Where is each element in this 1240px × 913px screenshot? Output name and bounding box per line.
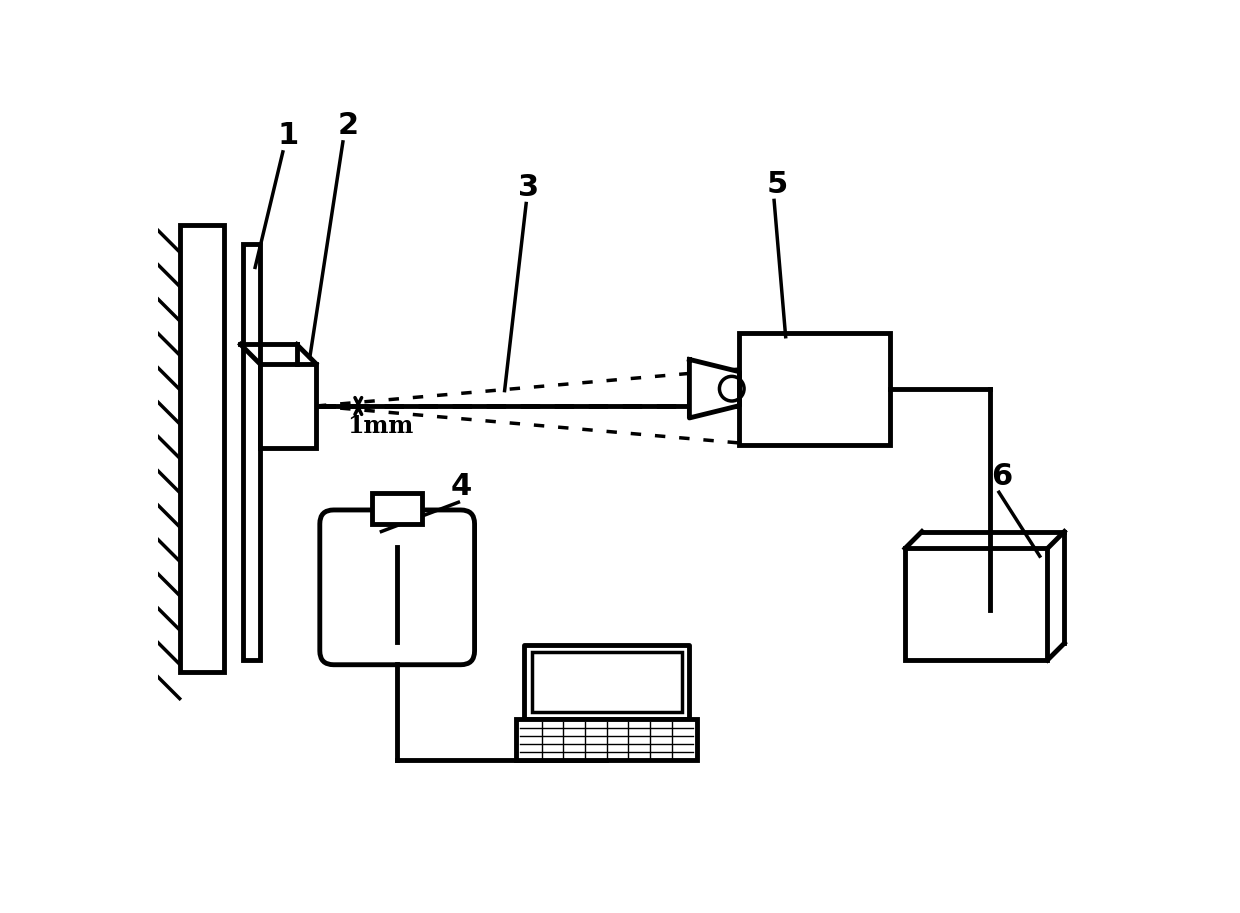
Bar <box>523 645 689 719</box>
Text: 2: 2 <box>337 111 358 141</box>
Bar <box>516 719 697 761</box>
Text: 6: 6 <box>991 462 1013 490</box>
Bar <box>243 245 259 660</box>
Bar <box>905 549 1048 660</box>
Bar <box>532 653 682 712</box>
Text: 5: 5 <box>766 170 787 199</box>
Text: 1mm: 1mm <box>347 414 413 438</box>
Polygon shape <box>689 360 739 418</box>
Bar <box>739 333 889 445</box>
Text: 3: 3 <box>518 173 539 202</box>
Text: 1: 1 <box>278 121 299 151</box>
Text: 4: 4 <box>450 471 472 500</box>
Bar <box>259 363 316 448</box>
Bar <box>180 226 224 672</box>
FancyBboxPatch shape <box>320 510 475 665</box>
Bar <box>372 493 422 524</box>
